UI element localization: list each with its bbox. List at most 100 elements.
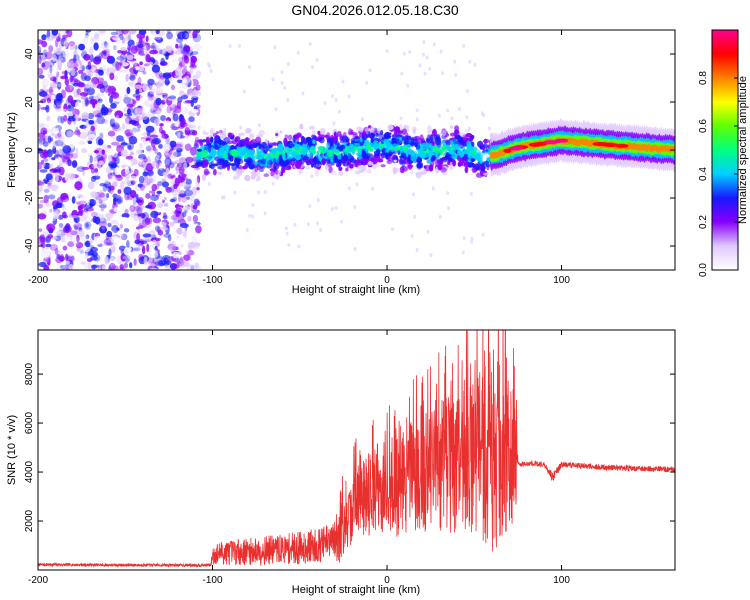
spectrogram-cell <box>140 106 145 114</box>
spectrogram-cell <box>252 142 258 149</box>
spectrogram-cell <box>104 256 109 265</box>
spectrogram-cell <box>74 181 83 191</box>
spectrogram-cell <box>169 150 178 159</box>
spectrogram-cell <box>192 204 198 210</box>
spectrogram-cell <box>68 190 77 195</box>
spectrogram-cell <box>365 80 369 85</box>
spectrogram-cell <box>170 214 179 221</box>
spectrogram-cell <box>94 103 102 111</box>
spectrogram-cell <box>67 248 75 257</box>
spectrogram-cell <box>111 225 119 234</box>
spectrogram-cell <box>176 258 185 267</box>
spectrogram-cell <box>177 259 187 268</box>
spectrogram-cell <box>74 44 78 50</box>
spectrogram-cell <box>85 119 89 128</box>
spectrogram-cell <box>481 113 485 118</box>
spectrogram-cell <box>107 130 116 137</box>
spectrogram-cell <box>148 175 153 184</box>
spectrogram-cell <box>103 237 112 246</box>
spectrogram-cell <box>442 153 447 156</box>
spectrogram-cell <box>265 160 272 166</box>
y-tick-label: 6000 <box>24 412 35 435</box>
spectrogram-cell <box>380 129 384 135</box>
spectrogram-cell <box>294 144 302 148</box>
spectrogram-cell <box>429 253 433 258</box>
spectrogram-cell <box>62 260 70 269</box>
spectrogram-cell <box>365 139 370 144</box>
spectrogram-cell <box>438 214 442 219</box>
spectrogram-cell <box>129 75 136 81</box>
spectrogram-cell <box>138 216 142 224</box>
spectrogram-cell <box>123 228 130 233</box>
spectrogram-cell <box>144 101 148 106</box>
spectrogram-cell <box>147 241 153 246</box>
spectrogram-cell <box>62 211 67 219</box>
spectrogram-cell <box>244 158 249 163</box>
spectrogram-cell <box>136 226 140 230</box>
spectrogram-cell <box>370 137 374 144</box>
spectrogram-cell <box>256 142 261 146</box>
spectrogram-cell <box>98 198 103 205</box>
spectrogram-cell <box>339 140 345 144</box>
spectrogram-cell <box>146 110 156 117</box>
spectrogram-cell <box>467 161 474 168</box>
spectrogram-cell <box>117 189 122 194</box>
spectrogram-cell <box>203 131 209 136</box>
spectrogram-cell <box>417 149 421 157</box>
spectrogram-cell <box>62 108 68 112</box>
spectrogram-cell <box>50 94 56 100</box>
spectrogram-cell <box>108 257 116 262</box>
spectrogram-cell <box>261 158 267 165</box>
spectrogram-cell <box>241 140 245 144</box>
spectrogram-cell <box>60 115 65 124</box>
x-tick-label: 0 <box>384 275 390 286</box>
spectrogram-cell <box>430 134 434 142</box>
spectrogram-cell <box>154 225 160 232</box>
spectrogram-cell <box>393 159 397 163</box>
spectrogram-cell <box>209 136 214 143</box>
spectrogram-cell <box>174 143 183 148</box>
spectrogram-cell <box>408 50 412 55</box>
spectrogram-cell <box>98 160 105 166</box>
spectrogram-cell <box>98 30 106 36</box>
spectrogram-cell <box>47 70 53 78</box>
spectrogram-cell <box>272 142 280 146</box>
spectrogram-cell <box>42 85 47 91</box>
spectrogram-cell <box>46 201 52 208</box>
spectrogram-cell <box>149 134 159 138</box>
spectrogram-cell <box>84 240 91 248</box>
spectrogram-cell <box>168 208 174 216</box>
spectrogram-cell <box>99 132 104 140</box>
figure-title: GN04.2026.012.05.18.C30 <box>291 2 459 18</box>
spectrogram-cell <box>107 186 112 193</box>
spectrogram-cell <box>108 64 116 74</box>
spectrogram-cell <box>115 220 120 227</box>
spectrogram-cell <box>375 132 379 137</box>
spectrogram-cell <box>48 163 54 169</box>
spectrogram-cell <box>155 108 160 112</box>
spectrogram-cell <box>124 208 129 216</box>
spectrogram-cell <box>359 127 364 133</box>
spectrogram-cell <box>96 116 106 125</box>
spectrogram-cell <box>159 75 165 80</box>
spectrogram-cell <box>136 149 144 155</box>
spectrogram-cell <box>117 234 127 241</box>
spectrogram-cell <box>311 65 315 70</box>
spectrogram-cell <box>185 250 190 254</box>
spectrogram-cell <box>354 170 361 175</box>
spectrogram-cell <box>231 163 238 171</box>
spectrogram-cell <box>184 189 193 197</box>
spectrogram-cell <box>185 45 191 53</box>
spectrogram-cell <box>38 67 44 76</box>
spectrogram-cell <box>208 165 213 168</box>
spectrogram-cell <box>149 173 157 183</box>
spectrogram-cell <box>345 143 350 147</box>
spectrogram-cell <box>111 235 120 244</box>
spectrogram-cell <box>308 203 312 208</box>
spectrogram-cell <box>615 143 629 148</box>
spectrogram-cell <box>112 180 118 188</box>
spectrogram-cell <box>64 224 69 232</box>
spectrogram-cell <box>350 129 354 135</box>
spectrogram-cell <box>76 48 81 53</box>
spectrogram-cell <box>142 83 148 92</box>
